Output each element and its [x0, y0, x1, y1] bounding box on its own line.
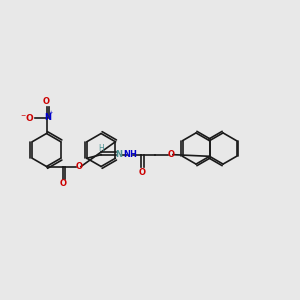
Text: N: N	[44, 113, 51, 122]
Text: $^{+}$: $^{+}$	[47, 111, 53, 117]
Text: H: H	[98, 144, 104, 152]
Text: O: O	[76, 162, 83, 171]
Text: O: O	[139, 167, 145, 176]
Text: O: O	[43, 98, 50, 106]
Text: O: O	[59, 179, 67, 188]
Text: NH: NH	[124, 150, 137, 159]
Text: N: N	[116, 150, 123, 159]
Text: O: O	[168, 150, 175, 159]
Text: $^{-}$O: $^{-}$O	[20, 112, 35, 123]
